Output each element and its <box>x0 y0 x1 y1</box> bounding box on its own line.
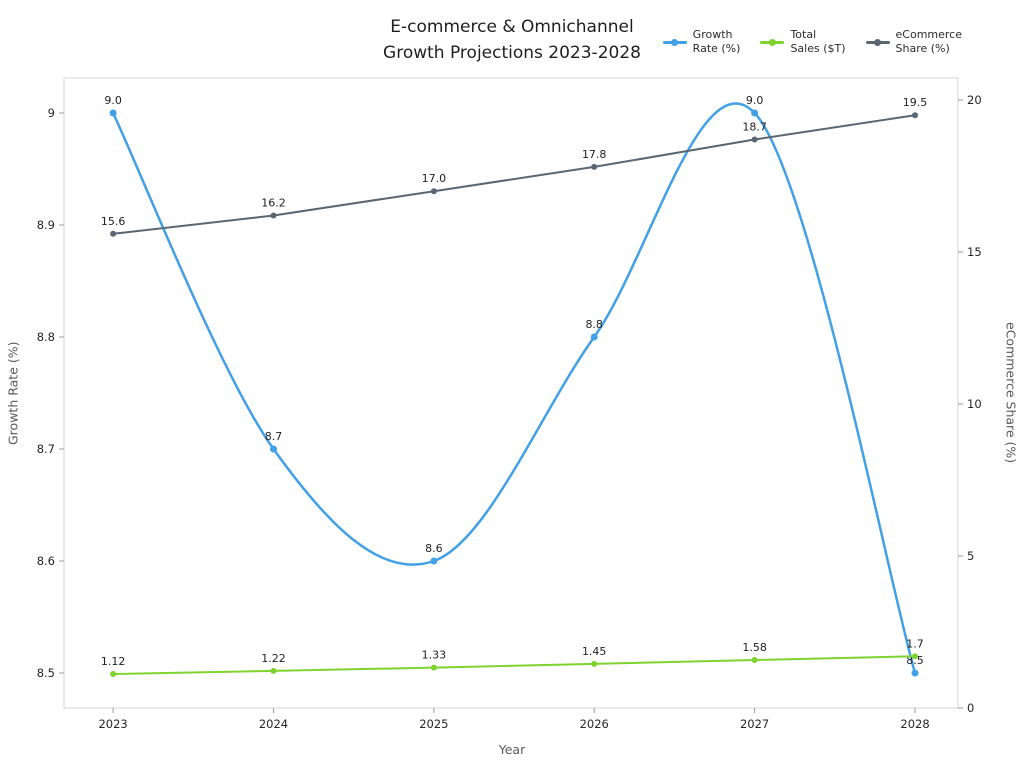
legend-label: eCommerce Share (%) <box>895 28 962 56</box>
left-tick-label: 8.9 <box>37 218 55 232</box>
data-point-label: 1.7 <box>906 637 924 650</box>
right-tick-label: 15 <box>967 245 982 259</box>
data-point <box>109 109 117 117</box>
data-point-label: 15.6 <box>101 215 126 228</box>
x-tick-label: 2026 <box>580 717 609 731</box>
legend-line-marker-icon <box>662 36 687 48</box>
data-point-label: 8.8 <box>585 318 603 331</box>
data-point-label: 1.45 <box>582 645 607 658</box>
data-point-label: 1.58 <box>742 641 767 654</box>
right-tick-label: 5 <box>967 549 974 563</box>
x-tick-label: 2025 <box>419 717 448 731</box>
data-point <box>590 333 598 341</box>
data-point <box>430 557 438 565</box>
line-growth-rate <box>111 102 917 675</box>
legend: Growth Rate (%) Total Sales ($T) eCommerce… <box>662 28 962 57</box>
left-axis-title: Growth Rate (%) <box>5 341 21 445</box>
right-tick-label: 0 <box>967 701 974 715</box>
x-tick-label: 2027 <box>740 717 769 731</box>
data-point <box>430 188 437 195</box>
left-tick-label: 8.8 <box>37 330 55 344</box>
data-point <box>110 671 117 677</box>
data-point-label: 1.22 <box>261 652 286 665</box>
data-point <box>270 445 277 453</box>
left-tick-label: 8.7 <box>37 442 55 456</box>
legend-line-marker-icon <box>865 36 890 48</box>
line-ecommerce-share <box>112 114 916 235</box>
data-point <box>912 653 918 660</box>
series-growth-rate: 9.08.78.68.89.08.5 <box>104 94 924 677</box>
x-axis-title: Year <box>498 742 526 757</box>
line-total-sales-t <box>112 655 916 675</box>
data-point-label: 1.33 <box>422 649 447 662</box>
data-point-label: 1.12 <box>101 655 126 668</box>
left-tick-label: 8.6 <box>37 554 55 568</box>
right-tick-label: 10 <box>967 397 982 411</box>
plot-border <box>63 77 959 709</box>
data-point-label: 8.7 <box>265 430 283 443</box>
series-ecommerce-share: 15.6 16.2 17.0 17.8 18.7 19.5 <box>101 96 927 237</box>
legend-line-marker-icon <box>760 36 785 48</box>
data-point-label: 19.5 <box>903 96 928 109</box>
x-tick-label: 2024 <box>259 717 288 731</box>
data-point-label: 9.0 <box>746 94 764 107</box>
data-point <box>751 136 758 143</box>
data-point <box>430 664 437 671</box>
right-axis-title: eCommerce Share (%) <box>1003 322 1019 464</box>
right-tick-label: 20 <box>967 93 982 107</box>
data-point-label: 17.8 <box>582 148 607 161</box>
data-point <box>270 667 277 674</box>
legend-label: Growth Rate (%) <box>692 28 741 56</box>
chart-title: E-commerce & Omnichannel Growth Projecti… <box>383 17 641 63</box>
data-point <box>751 109 759 117</box>
data-point-label: 18.7 <box>742 121 767 134</box>
data-point <box>110 230 117 237</box>
data-point-label: 17.0 <box>422 172 447 185</box>
left-tick-label: 9 <box>48 106 55 120</box>
left-tick-label: 8.5 <box>37 666 55 680</box>
x-tick-label: 2023 <box>98 717 127 731</box>
data-point-label: 8.6 <box>425 542 443 555</box>
series-total-sales-t: 1.12 1.22 1.33 1.45 1.58 1.7 <box>101 637 924 677</box>
data-point <box>270 212 277 219</box>
data-point <box>591 163 598 170</box>
data-point <box>912 112 918 119</box>
data-point <box>911 669 919 677</box>
data-point <box>751 657 758 663</box>
legend-item-growth-rate: Growth Rate (%) <box>662 28 741 57</box>
legend-item-ecommerce-share: eCommerce Share (%) <box>865 28 962 57</box>
data-point <box>591 660 598 667</box>
legend-item-total-sales-t: Total Sales ($T) <box>760 28 846 57</box>
legend-label: Total Sales ($T) <box>790 28 846 56</box>
data-point-label: 16.2 <box>261 197 286 210</box>
data-point-label: 9.0 <box>104 94 122 107</box>
x-tick-label: 2028 <box>900 717 929 731</box>
